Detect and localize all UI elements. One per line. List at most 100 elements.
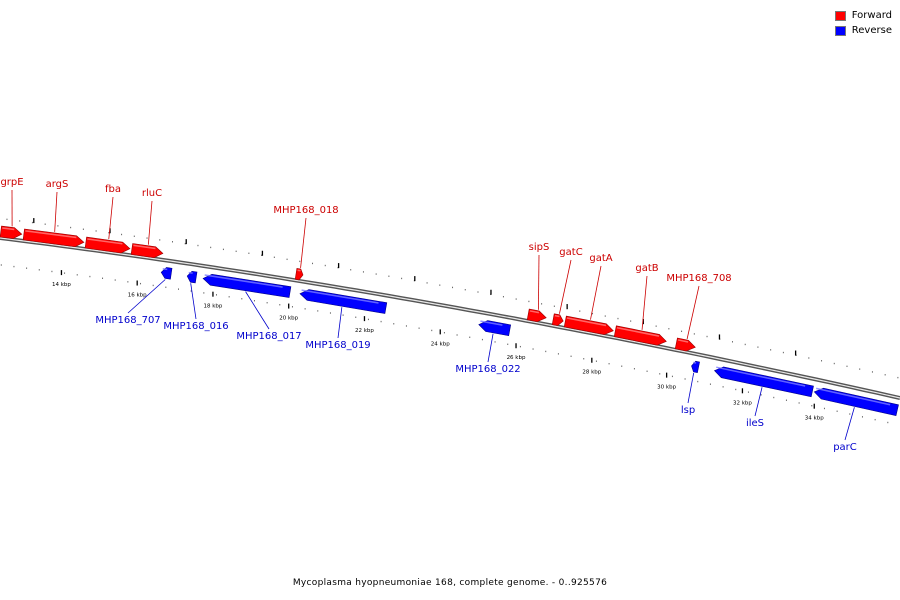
minor-tick-bottom (38, 269, 40, 271)
gene-highlight (616, 326, 660, 337)
kbp-label: 14 kbp (52, 282, 71, 288)
minor-tick-top (808, 357, 810, 359)
gene-highlight (297, 269, 301, 272)
minor-tick-bottom (773, 396, 775, 399)
gene-label-reverse: MHP168_017 (236, 331, 301, 342)
minor-tick-top (821, 360, 823, 362)
leader-forward (686, 285, 700, 340)
minor-tick-top (579, 310, 581, 312)
minor-tick-top (477, 291, 479, 293)
kbp-label: 26 kbp (507, 355, 526, 361)
gene-label-forward: sipS (529, 242, 550, 253)
gene-forward-MHP168_708 (674, 337, 696, 352)
minor-tick-top (197, 244, 199, 247)
minor-tick-bottom (342, 314, 344, 316)
gene-reverse-parC (813, 387, 899, 416)
minor-tick-top (6, 218, 8, 221)
minor-tick-bottom (874, 418, 876, 421)
gene-label-reverse: ileS (746, 418, 764, 429)
minor-tick-bottom (849, 413, 851, 415)
minor-tick-top (171, 241, 173, 243)
leader-reverse (687, 372, 695, 404)
minor-tick-top (362, 271, 364, 273)
minor-tick-top (897, 376, 899, 379)
gene-highlight (204, 274, 283, 288)
kbp-label: 32 kbp (733, 400, 752, 406)
forward-label: Forward (851, 10, 892, 21)
gene-forward-gatC (551, 313, 564, 326)
minor-tick-top (299, 260, 301, 263)
forward-swatch (834, 10, 846, 21)
gene-highlight (693, 361, 697, 364)
minor-tick-top (235, 250, 237, 253)
minor-tick-top (693, 333, 695, 335)
minor-tick-top (222, 248, 224, 251)
minor-tick-top (248, 252, 250, 254)
leader-forward (147, 200, 153, 245)
minor-tick-bottom (684, 378, 686, 380)
gene-highlight (529, 310, 540, 314)
minor-tick-top (401, 277, 403, 280)
leader-forward (590, 265, 602, 320)
leader-reverse (245, 291, 270, 330)
minor-tick-top (604, 315, 606, 317)
minor-tick-top (464, 289, 466, 291)
kbp-label: 20 kbp (279, 316, 298, 322)
kbp-label: 24 kbp (431, 341, 450, 347)
minor-tick-bottom (785, 399, 787, 401)
minor-tick-bottom (76, 274, 78, 276)
leader-reverse (190, 283, 197, 320)
gene-label-reverse: MHP168_022 (455, 364, 520, 375)
minor-tick-top (757, 346, 759, 348)
minor-tick-bottom (608, 363, 610, 365)
leader-forward (641, 275, 648, 330)
gene-highlight (301, 289, 379, 304)
minor-tick-bottom (304, 308, 306, 310)
gene-layer (0, 225, 899, 416)
gene-highlight (716, 366, 806, 387)
minor-tick-bottom (215, 294, 217, 296)
gene-label-forward: gatA (589, 253, 612, 264)
minor-tick-top (706, 335, 708, 338)
genome-backbone-highlight (0, 237, 900, 399)
minor-tick-top (871, 371, 873, 373)
minor-tick-bottom (507, 343, 509, 345)
gene-highlight (677, 339, 689, 343)
minor-tick-top (44, 223, 46, 225)
minor-tick-bottom (570, 355, 572, 357)
minor-tick-bottom (405, 325, 407, 327)
gene-label-reverse: MHP168_707 (95, 315, 160, 326)
minor-tick-bottom (671, 375, 673, 378)
genome-caption: Mycoplasma hyopneumoniae 168, complete g… (292, 578, 608, 588)
minor-tick-top (528, 300, 530, 303)
kbp-label: 28 kbp (582, 370, 601, 376)
minor-tick-bottom (456, 334, 458, 336)
minor-tick-bottom (178, 288, 180, 290)
minor-tick-bottom (443, 332, 445, 334)
minor-tick-top (655, 325, 657, 327)
minor-tick-bottom (481, 338, 483, 341)
minor-tick-bottom (621, 365, 623, 367)
minor-tick-bottom (659, 373, 661, 375)
minor-tick-bottom (494, 341, 496, 343)
gene-highlight (162, 268, 168, 271)
gene-label-forward: argS (46, 179, 69, 190)
minor-tick-top (312, 262, 314, 265)
gene-label-reverse: lsp (681, 405, 695, 416)
minor-tick-top (782, 351, 784, 354)
minor-tick-top (184, 242, 186, 245)
minor-tick-bottom (595, 360, 597, 362)
minor-tick-top (70, 226, 72, 229)
gene-label-forward: gatC (559, 247, 582, 258)
minor-tick-top (731, 341, 733, 343)
minor-tick-bottom (102, 277, 104, 279)
minor-tick-top (388, 275, 390, 277)
minor-tick-top (261, 254, 263, 256)
minor-tick-top (95, 230, 97, 232)
minor-tick-bottom (557, 353, 559, 355)
minor-tick-bottom (228, 296, 230, 298)
minor-tick-top (617, 317, 619, 320)
minor-tick-top (541, 303, 543, 305)
minor-tick-bottom (317, 310, 319, 312)
